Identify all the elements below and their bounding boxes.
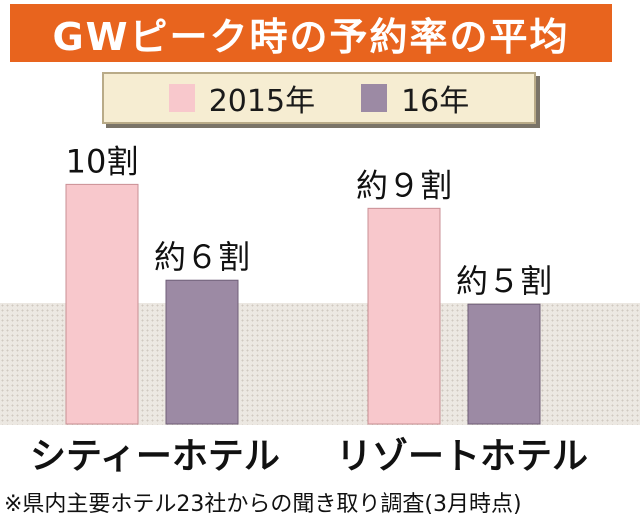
category-label-resort-hotel: リゾートホテル bbox=[336, 436, 589, 477]
footnote: ※県内主要ホテル23社からの聞き取り調査(3月時点) bbox=[4, 492, 522, 517]
data-label-resort-hotel-16: 約５割 bbox=[456, 262, 552, 300]
bar-resort-hotel-16 bbox=[467, 303, 541, 425]
bar-city-hotel-16 bbox=[165, 279, 239, 425]
legend-label-2015: 2015年 bbox=[208, 84, 316, 119]
data-label-city-hotel-2015: 10割 bbox=[66, 142, 139, 180]
legend: 2015年 16年 bbox=[102, 72, 536, 124]
chart-title: GWピーク時の予約率の平均 bbox=[52, 14, 570, 59]
bar-city-hotel-2015 bbox=[65, 183, 139, 425]
bar-resort-hotel-2015 bbox=[367, 207, 441, 425]
legend-swatch-16 bbox=[361, 84, 388, 112]
data-label-resort-hotel-2015: 約９割 bbox=[356, 166, 452, 204]
data-label-city-hotel-16: 約６割 bbox=[154, 238, 250, 276]
legend-entry-2015: 2015年 bbox=[168, 76, 316, 120]
legend-label-16: 16年 bbox=[401, 84, 470, 119]
legend-swatch-2015 bbox=[168, 84, 195, 112]
title-bar: GWピーク時の予約率の平均 bbox=[10, 4, 612, 62]
legend-entry-16: 16年 bbox=[361, 76, 469, 120]
category-label-city-hotel: シティーホテル bbox=[30, 436, 280, 477]
